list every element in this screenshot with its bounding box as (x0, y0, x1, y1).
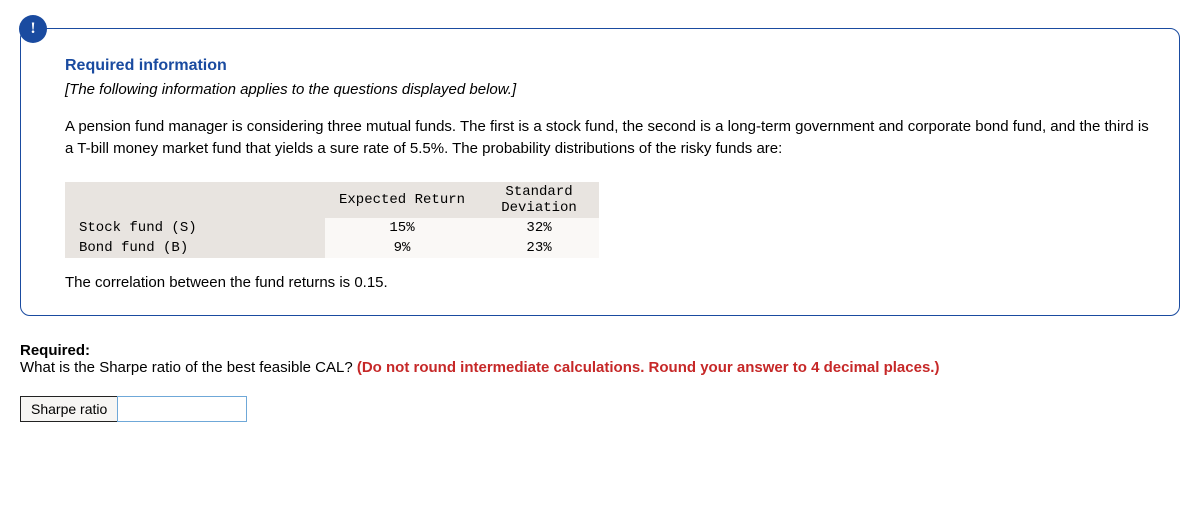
scenario-text: A pension fund manager is considering th… (65, 116, 1151, 160)
answer-row: Sharpe ratio (20, 396, 1180, 422)
sharpe-ratio-input[interactable] (117, 396, 247, 422)
table-row-label: Stock fund (S) (65, 218, 325, 238)
funds-table: Expected Return StandardDeviation Stock … (65, 182, 599, 258)
rounding-hint: (Do not round intermediate calculations.… (357, 359, 940, 376)
required-label: Required: (20, 342, 90, 359)
table-header-std-dev: StandardDeviation (479, 182, 599, 218)
question-text: What is the Sharpe ratio of the best fea… (20, 359, 357, 376)
table-header-blank (65, 182, 325, 218)
correlation-text: The correlation between the fund returns… (65, 274, 1151, 291)
table-row-label: Bond fund (B) (65, 238, 325, 258)
answer-label: Sharpe ratio (20, 396, 118, 422)
required-block: Required: What is the Sharpe ratio of th… (20, 342, 1180, 422)
table-cell: 23% (479, 238, 599, 258)
table-cell: 9% (325, 238, 479, 258)
required-info-heading: Required information (65, 57, 1151, 75)
table-cell: 15% (325, 218, 479, 238)
table-header-expected-return: Expected Return (325, 182, 479, 218)
applies-note: [The following information applies to th… (65, 81, 1151, 98)
required-info-box: ! Required information [The following in… (20, 28, 1180, 316)
table-cell: 32% (479, 218, 599, 238)
info-badge-icon: ! (19, 15, 47, 43)
